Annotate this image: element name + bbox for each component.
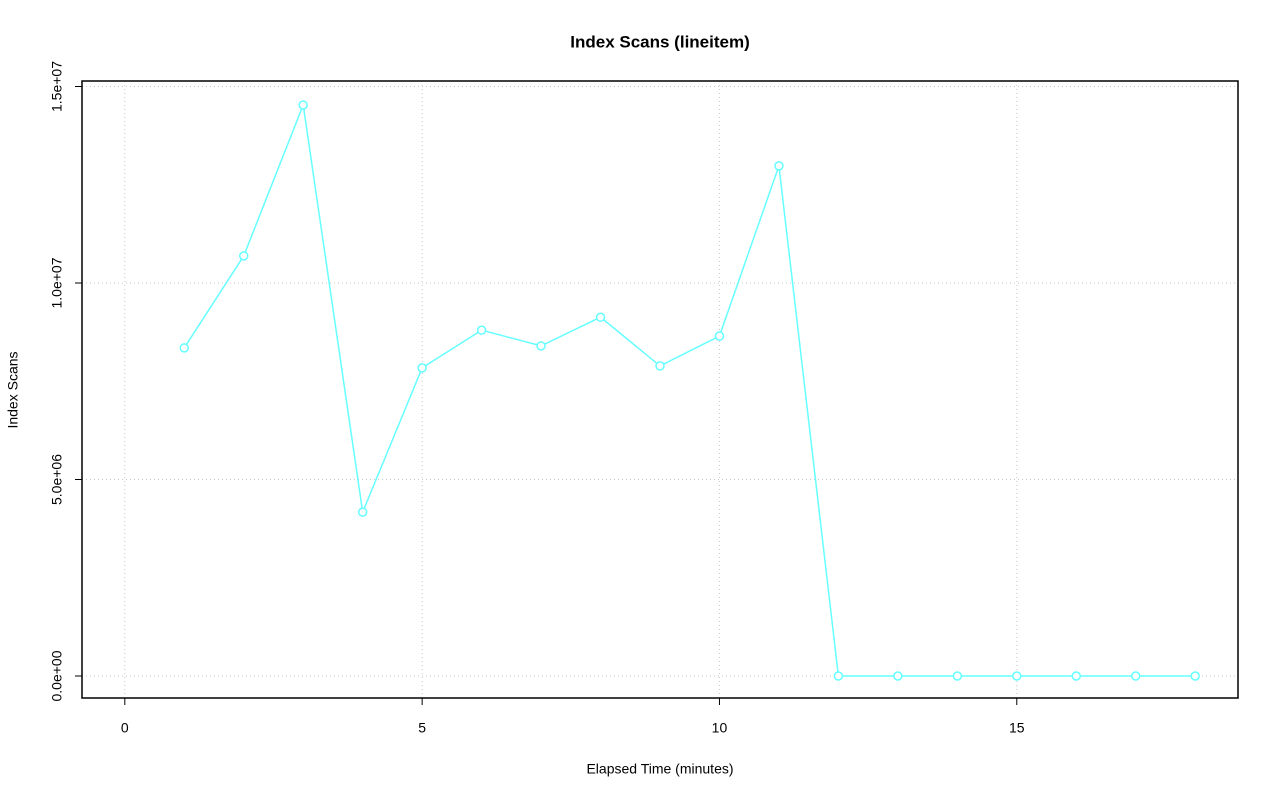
- x-tick-label: 10: [712, 720, 728, 736]
- y-tick-label: 0.0e+00: [49, 650, 65, 701]
- point: [1190, 671, 1200, 681]
- y-tick-label: 1.0e+07: [49, 257, 65, 308]
- y-tick-label: 5.0e+06: [49, 454, 65, 505]
- x-axis-label: Elapsed Time (minutes): [586, 761, 733, 777]
- point: [893, 671, 903, 681]
- plot-frame: [81, 80, 1239, 699]
- point: [833, 671, 844, 681]
- point: [536, 341, 546, 351]
- point: [1130, 671, 1141, 681]
- y-axis-label: Index Scans: [5, 351, 21, 428]
- point: [774, 161, 784, 171]
- y-tick-label: 1.5e+07: [49, 61, 65, 112]
- point: [417, 363, 427, 373]
- point: [952, 671, 963, 681]
- point: [714, 331, 725, 341]
- point: [1071, 671, 1082, 681]
- point: [1012, 671, 1022, 681]
- point: [238, 251, 249, 261]
- x-tick-label: 0: [121, 720, 129, 736]
- point: [595, 312, 606, 322]
- point: [298, 100, 308, 110]
- point: [655, 361, 665, 371]
- point: [179, 343, 190, 353]
- x-tick-label: 15: [1009, 720, 1025, 736]
- point: [357, 507, 368, 517]
- x-tick-label: 5: [418, 720, 426, 736]
- chart-title: Index Scans (lineitem): [570, 32, 750, 51]
- point: [476, 325, 487, 335]
- series-line: [183, 102, 1196, 677]
